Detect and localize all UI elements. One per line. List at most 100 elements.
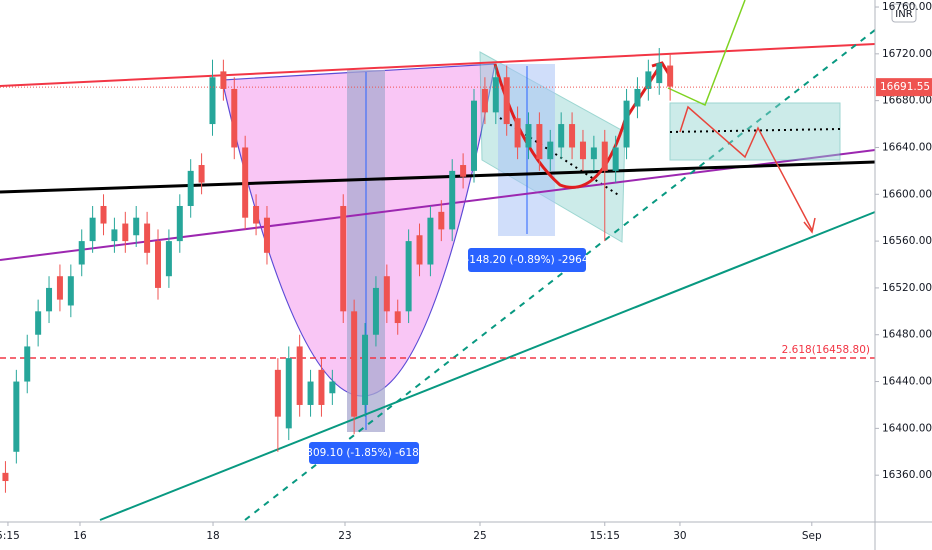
- candle-body: [209, 77, 216, 125]
- y-tick-label: 16720.00: [882, 48, 932, 60]
- candle-body: [362, 334, 369, 405]
- measure-label-bg: [468, 248, 586, 272]
- trendline: [0, 160, 876, 194]
- candle-body: [176, 205, 183, 242]
- y-tick-label: 16640.00: [882, 141, 932, 153]
- candle-body: [35, 311, 42, 335]
- y-tick-label: 16680.00: [882, 95, 932, 107]
- x-tick-label: 30: [673, 530, 686, 542]
- trendline: [99, 211, 876, 521]
- projection: [667, 0, 746, 107]
- candle-body: [46, 287, 53, 312]
- candle-body: [2, 472, 9, 482]
- candle-body: [253, 205, 260, 224]
- x-tick-label: 16: [73, 530, 87, 542]
- candle-body: [351, 311, 358, 417]
- candle-body: [187, 170, 194, 206]
- candle-body: [274, 369, 281, 417]
- candle-body: [481, 88, 488, 113]
- candle-body: [329, 381, 336, 394]
- measure-label: -309.10 (-1.85%) -6182: [302, 447, 425, 459]
- y-tick-label: 16760.00: [882, 1, 932, 13]
- measure-label: -148.20 (-0.89%) -2964: [465, 254, 588, 266]
- candle-body: [155, 241, 162, 288]
- candle-body: [318, 369, 325, 405]
- candle-body: [525, 124, 532, 148]
- fib-label: 2.618(16458.80): [782, 344, 870, 356]
- y-tick-label: 16520.00: [882, 282, 932, 294]
- candle-body: [78, 241, 85, 265]
- candle-body: [165, 241, 172, 277]
- candle-body: [405, 241, 412, 312]
- y-tick-label: 16440.00: [882, 376, 932, 388]
- y-tick-label: 16560.00: [882, 235, 932, 247]
- candle-body: [503, 77, 510, 125]
- candle-body: [133, 217, 140, 236]
- candle-body: [67, 276, 74, 306]
- candle-body: [536, 124, 543, 160]
- candle-body: [111, 229, 118, 242]
- candle-body: [569, 124, 576, 148]
- candle-body: [144, 223, 151, 253]
- candle-body: [471, 100, 478, 171]
- currency-box: [891, 3, 917, 23]
- candle-body: [514, 118, 521, 148]
- candle-body: [24, 346, 31, 382]
- candle-body: [612, 147, 619, 171]
- x-tick-label: 23: [338, 530, 351, 542]
- y-tick-label: 16480.00: [882, 329, 932, 341]
- x-axis-bg: [0, 522, 932, 550]
- trendline: [0, 43, 876, 87]
- candle-body: [394, 311, 401, 324]
- candle-body: [242, 147, 249, 218]
- last-price: 16691.55: [880, 81, 930, 93]
- candle-body: [231, 88, 238, 148]
- candle-body: [601, 141, 608, 171]
- x-tick-label: 18: [206, 530, 219, 542]
- candle-body: [634, 88, 641, 107]
- candle-body: [449, 170, 456, 230]
- candle-body: [645, 71, 652, 89]
- candle-body: [383, 276, 390, 312]
- box-mid: [669, 128, 841, 133]
- candle-body: [416, 235, 423, 265]
- candle-body: [460, 165, 467, 177]
- candle-body: [590, 147, 597, 160]
- candle-body: [122, 223, 129, 242]
- candle-body: [547, 141, 554, 160]
- x-tick-label: Sep: [802, 530, 822, 542]
- candle-body: [89, 217, 96, 242]
- trendline: [244, 29, 876, 521]
- candle-body: [372, 287, 379, 335]
- measure-label-bg: [309, 442, 419, 464]
- x-tick-label: 25: [473, 530, 486, 542]
- candle-body: [340, 205, 347, 312]
- candle-body: [558, 124, 565, 148]
- candle-body: [220, 71, 227, 89]
- candle-body: [263, 217, 270, 253]
- candle-body: [285, 358, 292, 429]
- x-tick-label: 15:15: [590, 530, 620, 542]
- candle-body: [198, 165, 205, 183]
- currency: INR: [895, 9, 912, 20]
- handle-curve: [493, 63, 662, 189]
- drawings: [0, 0, 876, 521]
- candle-body: [579, 141, 586, 160]
- candle-body: [307, 381, 314, 405]
- candle-body: [56, 276, 63, 300]
- candle-body: [667, 65, 674, 87]
- last-price-bg: [876, 78, 932, 97]
- candle-body: [100, 205, 107, 224]
- candle-body: [296, 346, 303, 405]
- x-tick-label: 5:15: [0, 530, 20, 542]
- candle-body: [656, 63, 663, 84]
- candle-body: [13, 381, 20, 452]
- candles: [2, 47, 674, 493]
- candle-body: [427, 217, 434, 265]
- projection: [679, 105, 813, 231]
- candle-body: [438, 211, 445, 230]
- y-tick-label: 16360.00: [882, 469, 932, 481]
- y-tick-label: 16600.00: [882, 188, 932, 200]
- candle-body: [623, 100, 630, 148]
